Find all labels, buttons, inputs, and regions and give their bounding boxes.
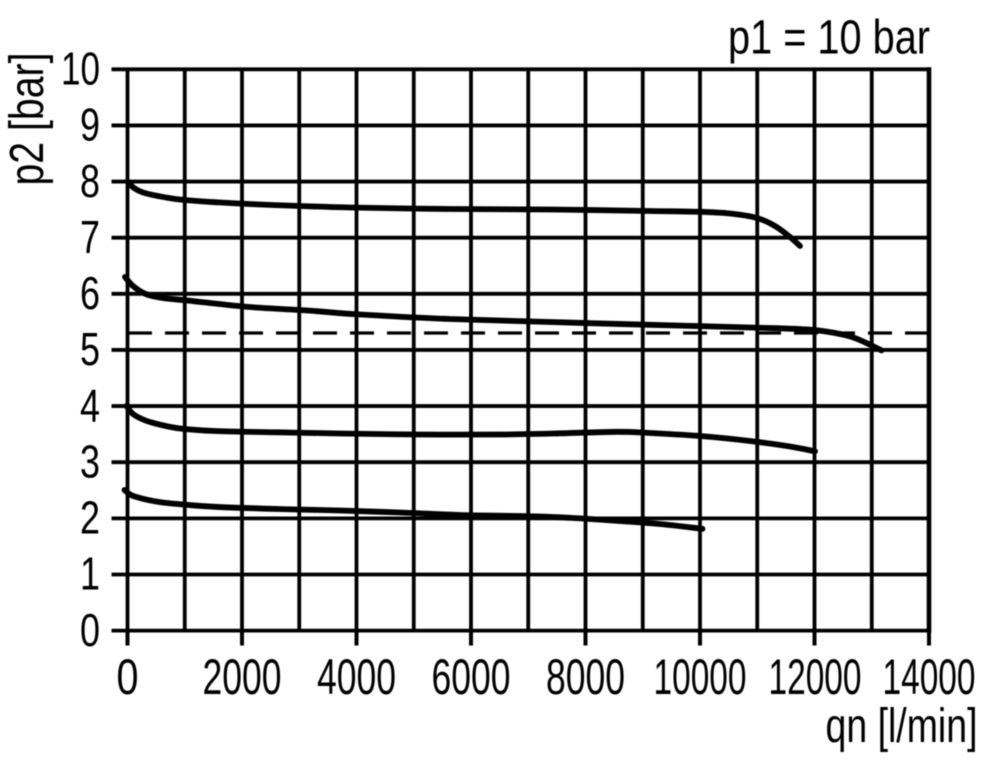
svg-text:4000: 4000 [317,649,396,705]
svg-text:p2 [bar]: p2 [bar] [1,53,54,186]
svg-text:8000: 8000 [546,649,625,705]
svg-text:8: 8 [80,155,100,207]
svg-text:3: 3 [80,435,100,487]
svg-text:6000: 6000 [432,649,511,705]
svg-text:10: 10 [61,43,100,95]
svg-text:2000: 2000 [203,649,282,705]
svg-text:4: 4 [80,379,100,431]
svg-text:10000: 10000 [654,649,747,705]
svg-text:1: 1 [80,548,100,600]
svg-text:0: 0 [117,649,139,705]
svg-text:12000: 12000 [769,649,862,705]
svg-text:qn [l/min]: qn [l/min] [826,700,978,753]
svg-text:2: 2 [80,492,100,544]
svg-text:6: 6 [80,267,100,319]
svg-text:9: 9 [80,99,100,151]
svg-text:7: 7 [80,211,100,263]
svg-text:p1 = 10 bar: p1 = 10 bar [728,12,930,65]
svg-text:0: 0 [80,604,100,656]
svg-text:5: 5 [80,323,100,375]
svg-text:14000: 14000 [883,649,976,705]
